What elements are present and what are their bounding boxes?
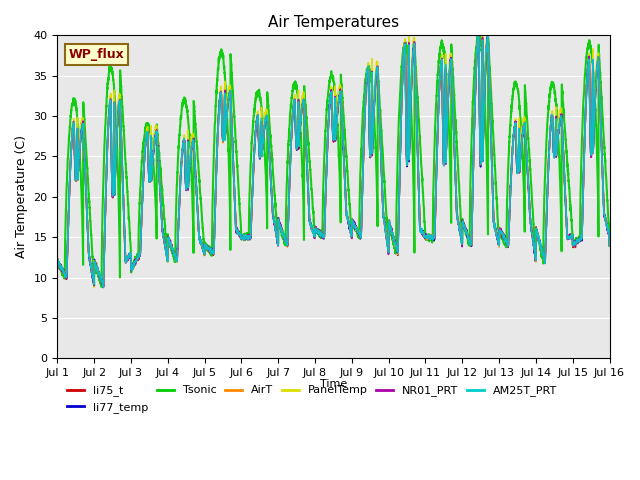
Tsonic: [475, 30, 483, 36]
li75_t: [589, 67, 596, 72]
AM25T_PRT: [285, 181, 293, 187]
PanelTemp: [285, 182, 293, 188]
PanelTemp: [90, 284, 98, 290]
li75_t: [561, 198, 569, 204]
AM25T_PRT: [316, 228, 324, 234]
Tsonic: [316, 229, 324, 235]
Tsonic: [605, 243, 613, 249]
X-axis label: Time: Time: [320, 379, 347, 389]
AirT: [99, 284, 107, 290]
AM25T_PRT: [605, 243, 613, 249]
AirT: [290, 100, 298, 106]
li75_t: [54, 256, 61, 262]
AM25T_PRT: [561, 194, 569, 200]
Line: Tsonic: Tsonic: [58, 33, 609, 287]
Tsonic: [97, 284, 105, 289]
Tsonic: [290, 81, 298, 86]
AirT: [605, 242, 613, 248]
Title: Air Temperatures: Air Temperatures: [268, 15, 399, 30]
PanelTemp: [316, 230, 324, 236]
Tsonic: [561, 132, 569, 138]
NR01_PRT: [605, 242, 613, 248]
li75_t: [290, 100, 298, 106]
li75_t: [484, 28, 492, 34]
AirT: [54, 257, 61, 263]
li77_temp: [605, 242, 613, 248]
NR01_PRT: [316, 230, 324, 236]
AM25T_PRT: [475, 32, 483, 38]
Y-axis label: Air Temperature (C): Air Temperature (C): [15, 135, 28, 258]
AirT: [455, 219, 463, 225]
li75_t: [285, 180, 293, 186]
NR01_PRT: [455, 220, 463, 226]
li75_t: [605, 243, 613, 249]
Line: AirT: AirT: [58, 34, 609, 287]
AirT: [316, 228, 324, 233]
NR01_PRT: [561, 193, 569, 199]
Tsonic: [455, 177, 463, 182]
li75_t: [100, 284, 108, 290]
Tsonic: [54, 259, 61, 265]
PanelTemp: [561, 194, 569, 200]
li77_temp: [561, 195, 569, 201]
NR01_PRT: [290, 99, 298, 105]
AirT: [475, 31, 483, 37]
Tsonic: [589, 60, 596, 66]
li77_temp: [290, 97, 298, 103]
Text: WP_flux: WP_flux: [68, 48, 124, 61]
AirT: [285, 180, 293, 186]
NR01_PRT: [54, 257, 61, 263]
AM25T_PRT: [589, 67, 596, 73]
AM25T_PRT: [100, 284, 108, 290]
Tsonic: [285, 122, 293, 128]
Line: NR01_PRT: NR01_PRT: [58, 34, 609, 288]
li77_temp: [589, 68, 596, 74]
Line: PanelTemp: PanelTemp: [58, 26, 609, 287]
PanelTemp: [54, 258, 61, 264]
li75_t: [455, 221, 463, 227]
li77_temp: [316, 230, 324, 236]
Line: AM25T_PRT: AM25T_PRT: [58, 35, 609, 287]
Line: li75_t: li75_t: [58, 31, 609, 287]
AM25T_PRT: [290, 100, 298, 106]
li77_temp: [90, 283, 98, 289]
li77_temp: [54, 258, 61, 264]
PanelTemp: [605, 243, 613, 249]
PanelTemp: [455, 220, 463, 226]
li77_temp: [455, 221, 463, 227]
li77_temp: [285, 178, 293, 184]
li75_t: [316, 230, 324, 236]
NR01_PRT: [285, 181, 293, 187]
AirT: [589, 70, 596, 75]
li77_temp: [475, 31, 483, 37]
AirT: [561, 194, 569, 200]
Legend: li75_t, li77_temp, Tsonic, AirT, PanelTemp, NR01_PRT, AM25T_PRT: li75_t, li77_temp, Tsonic, AirT, PanelTe…: [63, 381, 561, 417]
Line: li77_temp: li77_temp: [58, 34, 609, 286]
PanelTemp: [589, 58, 596, 63]
NR01_PRT: [589, 68, 596, 73]
AM25T_PRT: [54, 260, 61, 266]
NR01_PRT: [484, 31, 492, 37]
PanelTemp: [479, 23, 486, 29]
AM25T_PRT: [455, 221, 463, 227]
PanelTemp: [290, 97, 298, 103]
NR01_PRT: [100, 285, 108, 290]
